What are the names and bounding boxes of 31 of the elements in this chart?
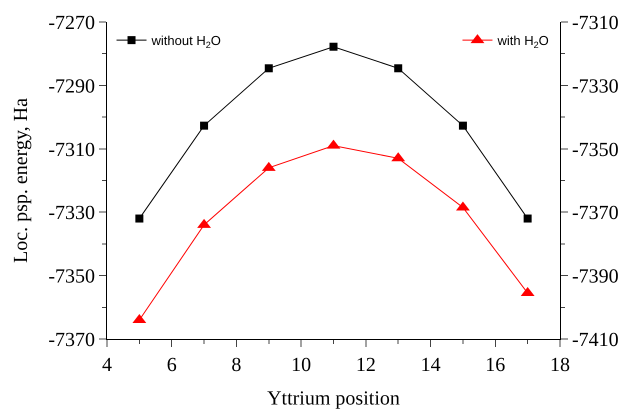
x-axis-title: Yttrium position <box>267 388 400 410</box>
point <box>330 42 338 51</box>
x-tick-label: 14 <box>420 354 441 376</box>
x-tick-label: 6 <box>166 354 177 376</box>
y-tick-label: -7330 <box>48 202 95 224</box>
x-tick-label: 8 <box>231 354 242 376</box>
y-tick-label: -7290 <box>48 75 95 98</box>
x-tick-label: 4 <box>102 354 112 376</box>
point <box>135 214 144 223</box>
legend-label: with H$_{2}$O <box>496 33 549 50</box>
point <box>264 64 273 72</box>
x-tick-label: 18 <box>550 354 570 376</box>
y2-tick-label: -7350 <box>572 138 619 161</box>
point <box>394 64 402 72</box>
legend-label: without H$_{2}$O <box>150 33 221 50</box>
point <box>458 122 467 130</box>
point <box>524 214 532 223</box>
y-tick-label: -7370 <box>48 329 95 351</box>
y-tick-label: -7270 <box>48 12 95 34</box>
y2-tick-label: -7330 <box>572 75 619 98</box>
x-tick-label: 12 <box>356 354 376 376</box>
y-tick-label: -7350 <box>48 266 95 288</box>
x-tick-label: 16 <box>485 354 506 376</box>
y-axis-title: Loc. psp. energy, Ha <box>10 98 32 263</box>
point <box>200 122 208 130</box>
y2-tick-label: -7410 <box>572 329 619 351</box>
y2-tick-label: -7370 <box>572 202 619 224</box>
y-tick-label: -7310 <box>48 138 95 161</box>
x-tick-label: 10 <box>291 354 312 376</box>
y2-tick-label: -7310 <box>572 12 619 34</box>
y2-tick-label: -7390 <box>572 266 619 288</box>
